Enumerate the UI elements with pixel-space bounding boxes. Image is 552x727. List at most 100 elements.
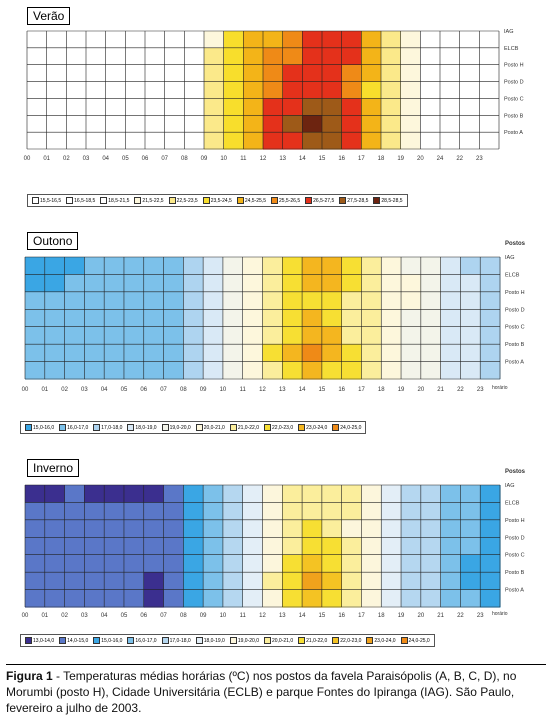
legend-swatch (66, 197, 74, 204)
heat-cell (361, 502, 382, 521)
heat-cell (84, 572, 105, 591)
heat-cell (84, 291, 105, 310)
heat-cell (204, 64, 225, 83)
heat-cell (479, 31, 500, 49)
heat-cell (145, 47, 166, 66)
x-tick-label: 16 (338, 156, 345, 162)
heat-cell (123, 519, 145, 538)
heat-cell (302, 257, 323, 276)
heat-cell (341, 519, 363, 538)
heat-cell (145, 81, 166, 100)
heat-cell (361, 361, 382, 380)
x-tick-label: 10 (220, 613, 227, 619)
heat-cell (25, 274, 46, 293)
heat-cell (381, 115, 402, 133)
heat-cell (84, 309, 105, 328)
heat-cell (440, 537, 462, 556)
heat-cell (44, 344, 66, 363)
heat-cell (203, 361, 224, 380)
heat-cell (203, 291, 224, 310)
panel-title-inverno: Inverno (27, 459, 80, 477)
figure-caption: Figura 1 - Temperaturas médias horárias … (6, 664, 546, 716)
x-tick-label: 18 (378, 387, 385, 393)
x-tick-label: 00 (22, 613, 29, 619)
heat-cell (84, 485, 105, 504)
legend-item: 17,0-18,0 (93, 424, 122, 431)
heat-cell (145, 132, 166, 150)
x-tick-label: 02 (63, 156, 70, 162)
heat-cell (401, 344, 422, 363)
x-tick-label: 14 (299, 387, 306, 393)
heat-cell (400, 115, 421, 133)
heat-cell (64, 519, 85, 538)
heat-cell (440, 115, 461, 133)
heat-cell (282, 115, 303, 133)
x-tick-label: 12 (259, 387, 266, 393)
heat-cell (361, 572, 382, 591)
legend-item: 18,5-21,5 (100, 197, 129, 204)
legend-label: 20,0-21,0 (203, 424, 225, 431)
heat-cell (262, 554, 283, 573)
heat-cell (480, 361, 501, 380)
heat-cell (104, 309, 125, 328)
heat-cell (123, 257, 145, 276)
heat-cell (322, 31, 343, 49)
x-tick-label: 05 (122, 156, 129, 162)
heat-cell (164, 115, 185, 133)
heat-cell (223, 31, 244, 49)
legend-swatch (161, 637, 169, 644)
x-tick-label: 11 (240, 156, 247, 162)
heat-cell (420, 115, 441, 133)
heat-cell (322, 98, 343, 116)
heat-cell (440, 291, 462, 310)
heat-cell (145, 31, 166, 49)
heat-cell (123, 554, 145, 573)
heat-cell (401, 502, 422, 521)
heat-cell (243, 115, 264, 133)
heat-cell (361, 81, 382, 100)
heat-cell (361, 326, 382, 345)
legend-item: 26,5-27,5 (305, 197, 334, 204)
heat-cell (183, 344, 204, 363)
heat-cell (242, 589, 264, 608)
heat-cell (321, 554, 343, 573)
y-station-label: Posto C (504, 96, 524, 102)
heat-cell (401, 309, 422, 328)
heat-cell (480, 519, 501, 538)
heat-cell (105, 81, 126, 100)
x-tick-label: 03 (81, 613, 88, 619)
heat-cell (341, 291, 363, 310)
legend-swatch (32, 197, 39, 204)
heat-cell (125, 98, 146, 116)
legend-swatch (134, 197, 142, 204)
legend-label: 24,5-25,5 (244, 197, 266, 204)
y-station-label: Posto B (504, 113, 524, 119)
y-station-label: ELCB (504, 46, 519, 52)
heat-cell (420, 309, 442, 328)
heat-cell (321, 519, 343, 538)
heat-cell (125, 132, 146, 150)
heat-cell (282, 274, 303, 293)
legend-label: 21,0-22,0 (306, 637, 328, 644)
heat-cell (123, 274, 145, 293)
heat-cell (341, 554, 363, 573)
heat-cell (321, 361, 343, 380)
heat-cell (282, 344, 303, 363)
heat-cell (282, 291, 303, 310)
heat-cell (420, 64, 441, 83)
heat-cell (163, 291, 184, 310)
heat-cell (420, 361, 442, 380)
heat-cell (25, 344, 46, 363)
heat-cell (104, 361, 125, 380)
x-tick-label: 04 (101, 387, 108, 393)
heat-cell (123, 309, 145, 328)
x-tick-label: 14 (299, 156, 306, 162)
heat-cell (302, 64, 323, 83)
heat-cell (204, 98, 225, 116)
heatmap-inverno: 00 01 02 03 04 05 06 07 08 09 10 11 12 13 14 15 16 17 18 19… (0, 464, 552, 629)
legend-swatch (195, 424, 203, 431)
heat-cell (64, 485, 85, 504)
x-tick-label: 04 (101, 613, 108, 619)
heat-cell (84, 274, 105, 293)
heat-cell (381, 81, 402, 100)
